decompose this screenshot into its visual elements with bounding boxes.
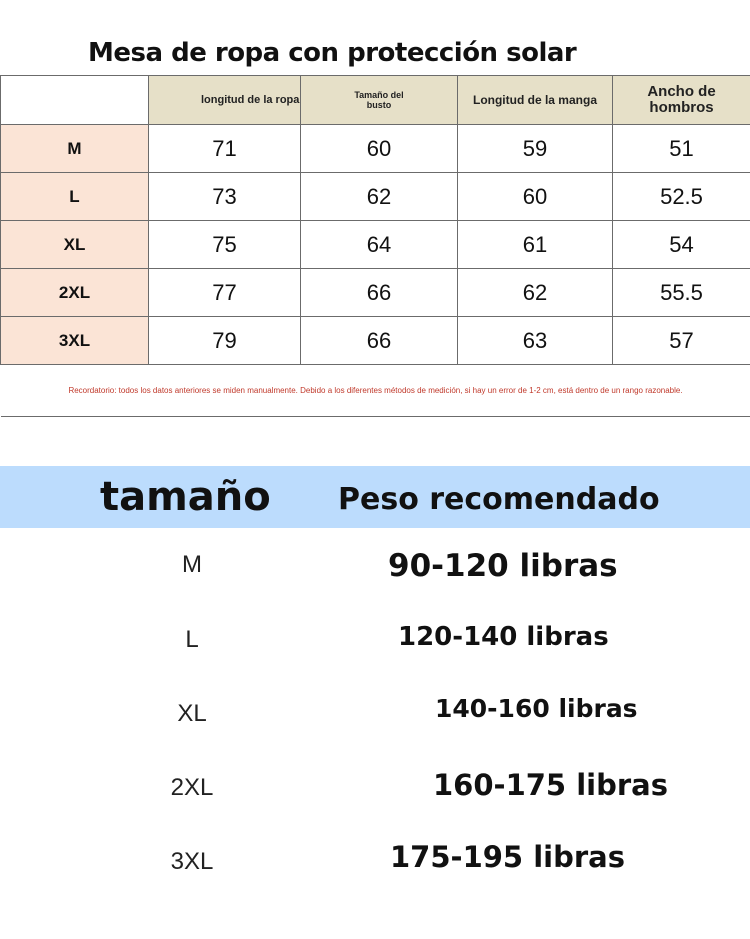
value-cell: 62 [300,172,458,221]
header-row: longitud de la ropa Tamaño del busto Lon… [0,75,750,125]
weight-size-label: XL [177,700,207,727]
size-cell: L [0,172,149,221]
size-cell: M [0,124,149,173]
value-cell: 66 [300,268,458,317]
weight-value: 120-140 libras [398,622,609,652]
value-cell: 55.5 [612,268,750,317]
value-cell: 54 [612,220,750,269]
header-shoulder: Ancho de hombros [612,75,750,125]
value-cell: 77 [148,268,301,317]
weight-value: 175-195 libras [390,840,625,874]
table-row: 3XL 79 66 63 57 [0,316,750,365]
value-cell: 52.5 [612,172,750,221]
header-cell [0,75,149,125]
header-bust: Tamaño del busto [300,75,458,125]
value-cell: 63 [457,316,613,365]
size-cell: XL [0,220,149,269]
page-title: Mesa de ropa con protección solar [88,38,577,68]
weight-size-label: 2XL [170,774,214,801]
value-cell: 60 [300,124,458,173]
value-cell: 66 [300,316,458,365]
value-cell: 64 [300,220,458,269]
weight-header-band [0,466,750,528]
header-sleeve: Longitud de la manga [457,75,613,125]
size-cell: 2XL [0,268,149,317]
header-length: longitud de la ropa [148,75,301,125]
size-header: tamaño [100,474,271,520]
table-row: L 73 62 60 52.5 [0,172,750,221]
measurement-note: Recordatorio: todos los datos anteriores… [0,364,750,417]
table-row: XL 75 64 61 54 [0,220,750,269]
weight-value: 90-120 libras [388,548,618,584]
weight-size-label: M [182,551,202,578]
weight-value: 160-175 libras [433,768,668,802]
value-cell: 75 [148,220,301,269]
value-cell: 62 [457,268,613,317]
weight-header: Peso recomendado [338,482,660,517]
size-cell: 3XL [0,316,149,365]
value-cell: 59 [457,124,613,173]
value-cell: 61 [457,220,613,269]
table-row: M 71 60 59 51 [0,124,750,173]
value-cell: 73 [148,172,301,221]
table-row: 2XL 77 66 62 55.5 [0,268,750,317]
size-table: longitud de la ropa Tamaño del busto Lon… [0,75,750,417]
value-cell: 79 [148,316,301,365]
weight-value: 140-160 libras [435,694,638,723]
weight-size-label: L [185,626,199,653]
value-cell: 57 [612,316,750,365]
weight-size-label: 3XL [170,848,214,875]
value-cell: 71 [148,124,301,173]
value-cell: 60 [457,172,613,221]
value-cell: 51 [612,124,750,173]
